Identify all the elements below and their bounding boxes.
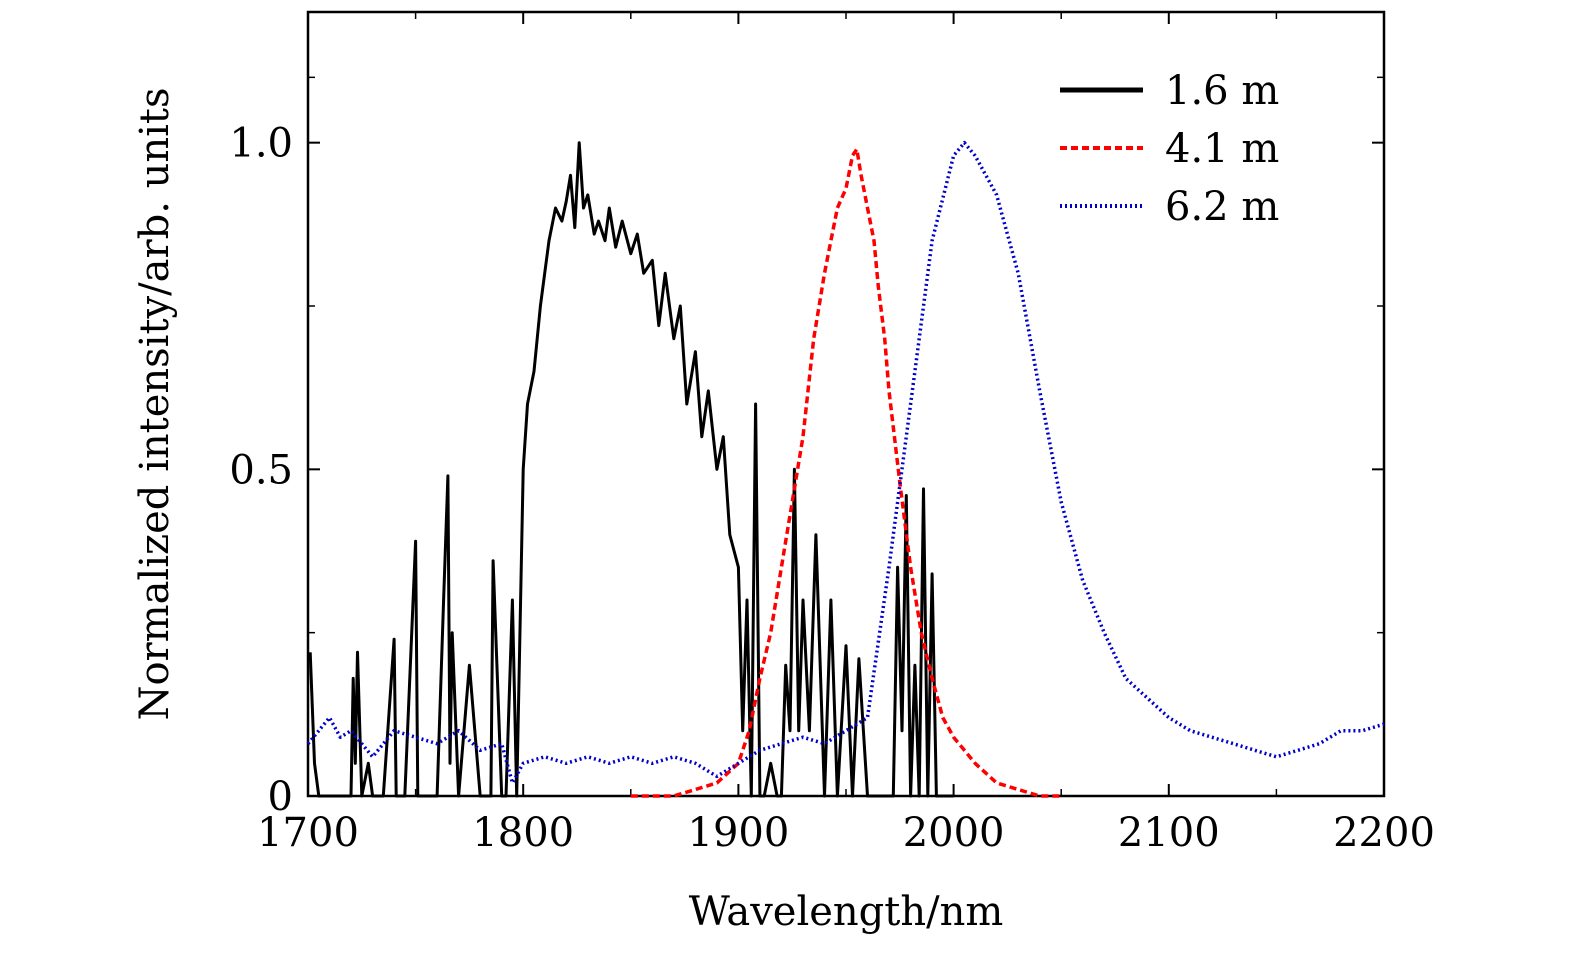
x-axis: 1700 1800 1900 2000 2100 2200 — [257, 12, 1435, 856]
legend-label-3: 6.2 m — [1165, 184, 1279, 230]
legend-label-1: 1.6 m — [1165, 68, 1279, 114]
series-line-1 — [308, 141, 954, 798]
series-layer — [306, 140, 1385, 798]
x-tick-label: 1700 — [257, 810, 359, 856]
legend-label-2: 4.1 m — [1165, 126, 1279, 172]
y-tick-label: 1.0 — [229, 121, 293, 167]
x-tick-label: 2000 — [903, 810, 1005, 856]
y-tick-label: 0 — [268, 774, 293, 820]
x-tick-label: 2100 — [1118, 810, 1220, 856]
series-line-2 — [630, 147, 1062, 798]
y-axis: 0 0.5 1.0 — [229, 76, 1384, 820]
x-tick-label: 1900 — [688, 810, 790, 856]
series-line-3 — [306, 140, 1385, 785]
y-axis-title: Normalized intensity/arb. units — [132, 87, 178, 720]
x-tick-label: 1800 — [472, 810, 574, 856]
y-tick-label: 0.5 — [229, 447, 293, 493]
x-tick-label: 2200 — [1333, 810, 1435, 856]
legend: 1.6 m 4.1 m 6.2 m — [1060, 68, 1279, 230]
x-axis-title: Wavelength/nm — [689, 889, 1004, 935]
